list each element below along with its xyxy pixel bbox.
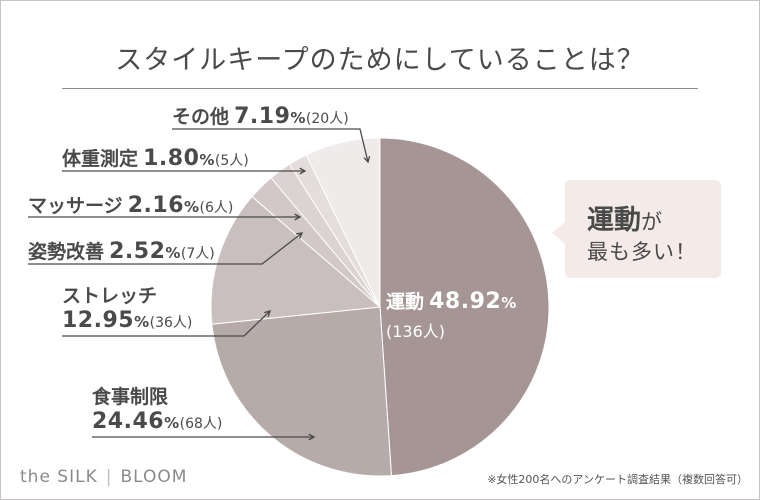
callout-line1: 運動が [587,205,662,236]
slice-name: 運動 [386,291,425,313]
leader-arrowhead [308,433,316,441]
slice-count: (20人) [305,111,349,127]
slice-percent: 24.46% [92,409,180,434]
slice-percent: 2.16% [127,193,200,218]
leader-arrowhead [294,213,302,221]
slice-label-other: その他 7.19%(20人) [172,102,349,129]
slice-count: (7人) [180,246,215,262]
slice-percent: 7.19% [234,104,306,129]
slice-name: ストレッチ [62,285,158,307]
slice-percent: 48.92% [429,289,517,314]
slice-count: (36人) [149,315,193,331]
leader-arrowhead [264,310,271,317]
slice-percent: 1.80% [143,146,215,171]
pie-slice [305,137,381,308]
leader-arrowhead [363,156,371,164]
slice-count: (136人) [386,322,446,341]
slice-label-diet: 食事制限 24.46%(68人) [92,382,222,434]
brand-logo: the SILK | BLOOM [20,467,188,487]
leader-line [172,128,369,163]
slice-label-stretch: ストレッチ 12.95%(36人) [62,281,192,333]
slice-count: (6人) [199,200,234,216]
slice-count: (68人) [179,416,223,432]
chart-title: スタイルキープのためにしていることは？ [115,45,645,76]
title-divider [62,88,698,89]
slice-percent: 12.95% [62,308,150,333]
pie-slice [210,195,382,325]
slice-label-posture: 姿勢改善 2.52%(7人) [28,237,215,264]
pie-slice [379,137,550,477]
slice-label-exercise: 運動 48.92% (136人) [386,287,517,342]
slice-label-massage: マッサージ 2.16%(6人) [28,191,233,218]
slice-percent: 2.52% [109,239,181,264]
leader-line [28,232,303,265]
slice-count: (5人) [214,153,249,169]
slice-name: 食事制限 [92,386,169,408]
callout-bubble: 運動が 最も多い！ [552,180,721,278]
slice-name: 姿勢改善 [28,241,105,263]
slice-name: マッサージ [28,195,123,217]
leader-arrowhead [299,167,307,175]
pie-slice [211,306,392,477]
callout-line2: 最も多い！ [587,240,697,264]
leader-line [62,310,271,337]
footnote: ※女性200名へのアンケート調査結果（複数回答可） [487,473,748,486]
slice-label-weighing: 体重測定 1.80%(5人) [62,144,249,171]
slice-name: その他 [172,106,230,128]
slice-name: 体重測定 [62,148,139,170]
leader-arrowhead [295,232,304,239]
